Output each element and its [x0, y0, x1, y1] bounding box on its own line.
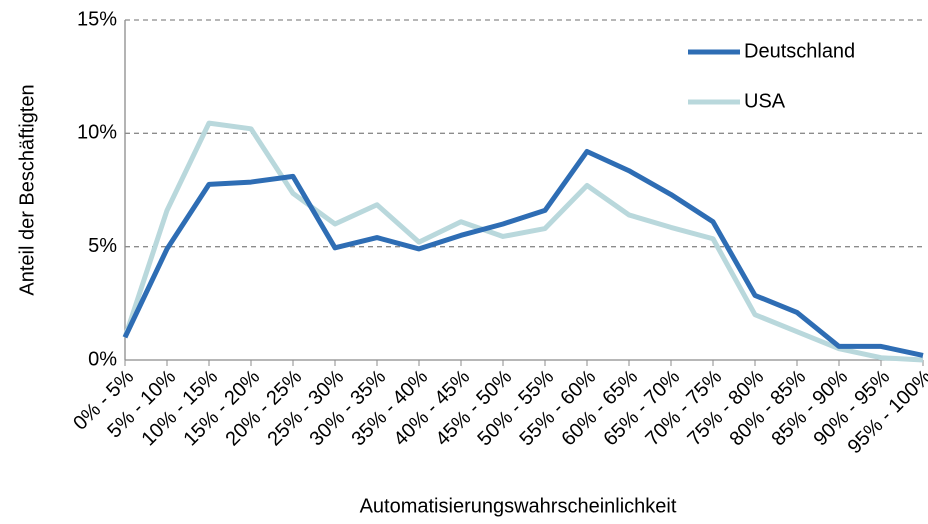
- line-series: [122, 148, 924, 358]
- y-tick-label: 5%: [88, 235, 117, 257]
- x-axis-label: Automatisierungswahrscheinlichkeit: [360, 495, 677, 517]
- y-tick-label: 10%: [77, 122, 117, 144]
- line-series: [122, 120, 924, 363]
- y-axis-label: Anteil der Beschäftigten: [16, 84, 38, 295]
- y-tick-label: 15%: [77, 8, 117, 30]
- y-tick-label: 0%: [88, 348, 117, 370]
- legend-label: Deutschland: [744, 40, 855, 62]
- legend-label: USA: [744, 90, 786, 112]
